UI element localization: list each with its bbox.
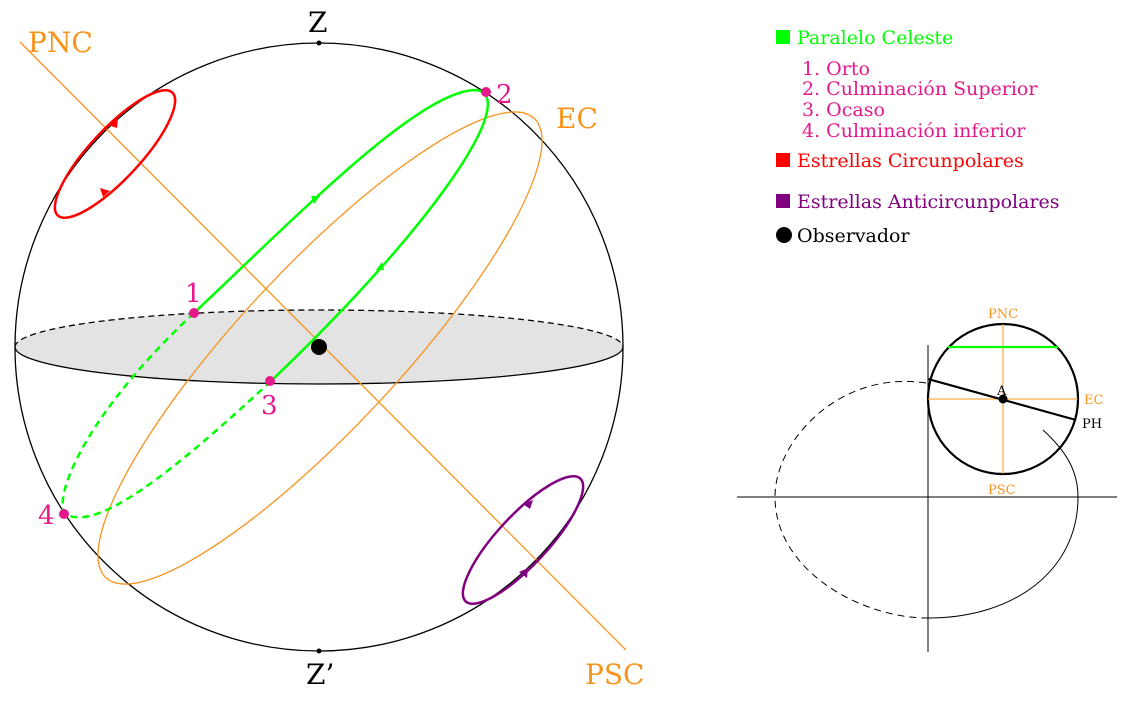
point-culminacion-inferior: [59, 509, 69, 519]
circumpolar-star-path: [53, 88, 177, 220]
legend-swatch-anticircumpolar: [776, 194, 790, 208]
point-culminacion-superior: [481, 87, 491, 97]
legend-event-1: 1. Orto: [802, 58, 870, 80]
inset-ellipse-solid: [927, 429, 1079, 619]
anticircumpolar-arrow-1: [523, 500, 533, 509]
point-label-2: 2: [496, 80, 513, 110]
legend-paralelo-label: Paralelo Celeste: [797, 27, 953, 49]
inset-ec-label: EC: [1084, 393, 1103, 408]
pnc-label: PNC: [28, 26, 93, 59]
legend-event-4: 4. Culminación inferior: [802, 120, 1026, 142]
observer-dot: [311, 339, 327, 355]
legend-event-3: 3. Ocaso: [802, 99, 885, 121]
inset-a-label: A: [996, 384, 1007, 399]
ec-label: EC: [556, 102, 598, 135]
inset-psc-label: PSC: [988, 483, 1016, 498]
inset-pnc-label: PNC: [988, 307, 1018, 322]
nadir-point: [316, 648, 322, 654]
legend-observer-dot: [776, 227, 792, 243]
circumpolar-arrow-2: [100, 188, 110, 197]
anticircumpolar-star-path: [461, 474, 585, 606]
point-ocaso: [265, 376, 275, 386]
zenith-point: [316, 40, 322, 46]
inset-diagram: PNC PSC EC PH A: [737, 307, 1117, 652]
point-label-3: 3: [261, 391, 278, 421]
legend-event-2: 2. Culminación Superior: [802, 78, 1038, 100]
point-label-1: 1: [185, 279, 202, 309]
anticircumpolar-arrow-2: [519, 568, 528, 578]
legend-observer-label: Observador: [797, 225, 910, 247]
inset-ph-label: PH: [1082, 417, 1102, 432]
legend-anticircumpolar-label: Estrellas Anticircunpolares: [797, 191, 1060, 213]
nadir-label: Z’: [306, 658, 334, 691]
point-label-4: 4: [38, 501, 55, 531]
legend-swatch-circumpolar: [776, 153, 790, 167]
inset-center-dot: [998, 394, 1008, 404]
legend-swatch-paralelo: [776, 30, 790, 44]
legend: Paralelo Celeste 1. Orto 2. Culminación …: [776, 27, 1060, 247]
point-orto: [189, 308, 199, 318]
parallel-arrow-upper: [311, 196, 320, 204]
psc-label: PSC: [585, 658, 644, 691]
celestial-parallel-visible: [193, 88, 490, 383]
circumpolar-arrow-1: [108, 118, 118, 128]
inset-ellipse-dashed: [774, 381, 929, 619]
parallel-arrow-lower: [376, 262, 384, 270]
zenith-label: Z: [308, 6, 327, 39]
legend-circumpolar-label: Estrellas Circunpolares: [797, 150, 1024, 172]
